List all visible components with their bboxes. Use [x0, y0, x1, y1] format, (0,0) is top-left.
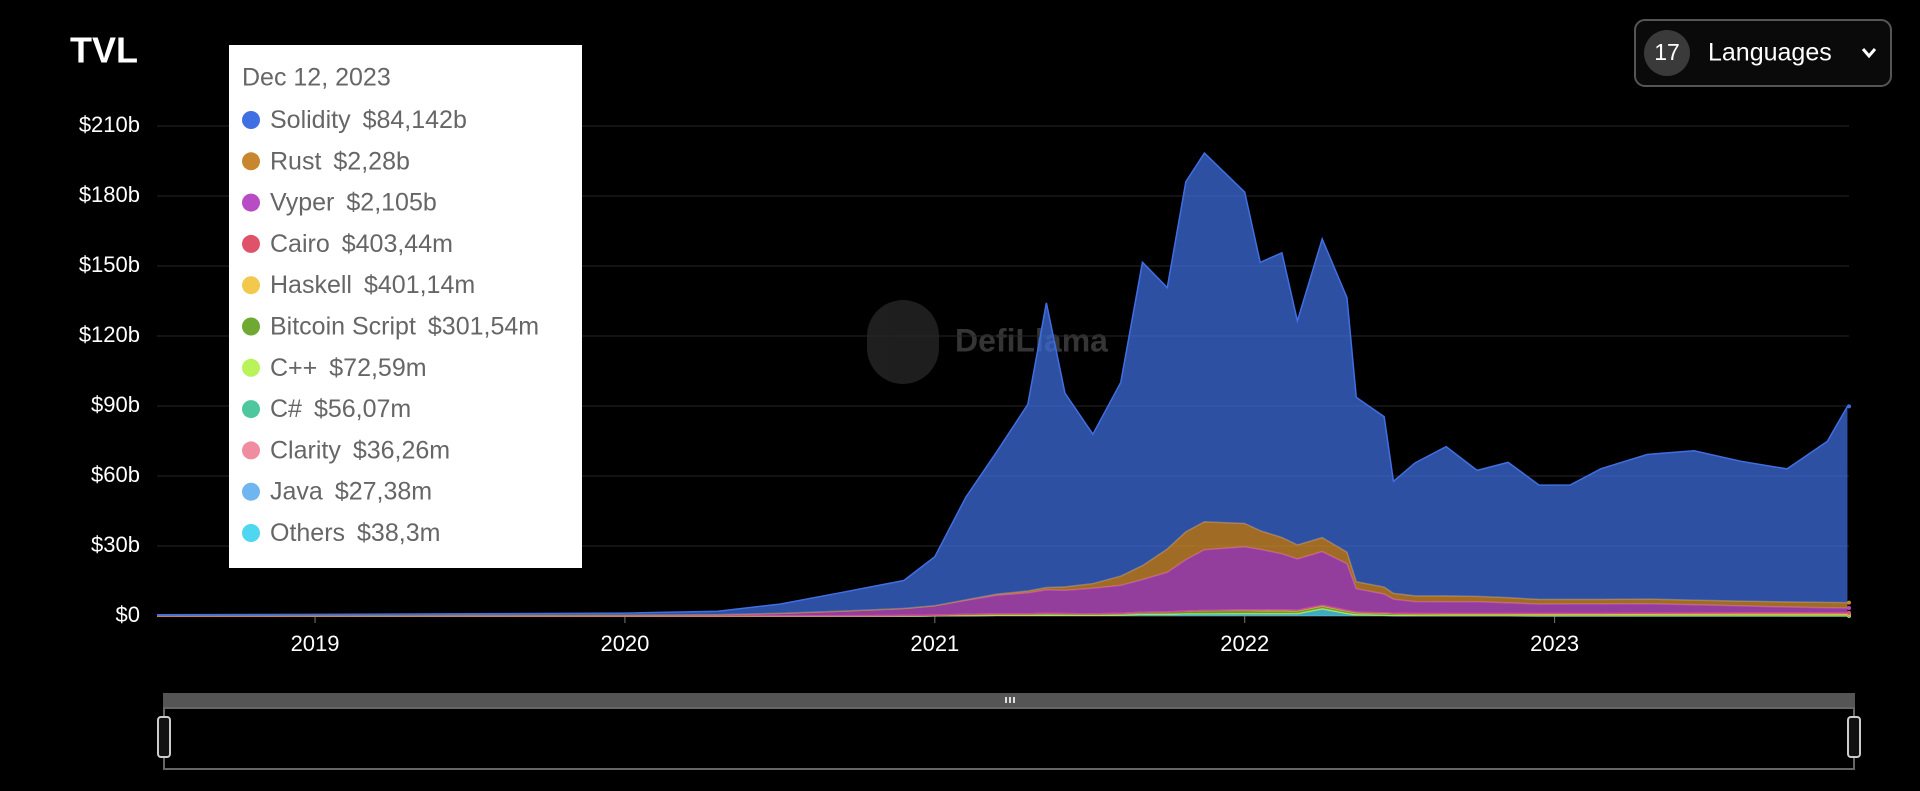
tooltip-name: Vyper — [270, 188, 334, 216]
tooltip-value: $27,38m — [335, 477, 432, 505]
x-tick-label: 2020 — [600, 631, 649, 656]
tooltip-row: Clarity $36,26m — [270, 436, 450, 464]
area — [157, 546, 1848, 616]
tooltip-value: $84,142b — [363, 106, 467, 134]
tooltip-swatch — [242, 193, 260, 212]
language-selector[interactable]: 17 Languages — [1634, 19, 1892, 87]
hover-dot — [1847, 404, 1851, 409]
tooltip-row: Solidity $84,142b — [270, 106, 467, 134]
tooltip-name: Haskell — [270, 271, 352, 299]
brush-grip — [1009, 697, 1011, 703]
tooltip-swatch — [242, 524, 260, 542]
tooltip-value: $301,54m — [428, 312, 539, 340]
tooltip-name: Java — [270, 477, 323, 505]
tooltip: Dec 12, 2023 Solidity $84,142b Rust $2,28b V… — [229, 45, 582, 568]
hover-dot — [1847, 605, 1851, 610]
tooltip-row: Others $38,3m — [270, 519, 440, 547]
tooltip-value: $2,28b — [333, 147, 409, 175]
tooltip-swatch — [242, 317, 260, 336]
tooltip-row: C# $56,07m — [270, 395, 411, 423]
tooltip-name: C++ — [270, 353, 317, 381]
y-tick-label: $120b — [79, 322, 140, 347]
selector-label: Languages — [1708, 39, 1832, 67]
watermark: DefiLlama — [867, 300, 1108, 384]
y-tick-label: $150b — [79, 252, 140, 277]
tooltip-value: $56,07m — [314, 395, 411, 423]
y-tick-label: $90b — [91, 392, 140, 417]
tooltip-name: Bitcoin Script — [270, 312, 416, 340]
tooltip-name: Solidity — [270, 106, 351, 134]
y-tick-label: $30b — [91, 532, 140, 557]
tooltip-swatch — [242, 400, 260, 419]
brush-grip — [1013, 697, 1015, 703]
chart-title: TVL — [70, 30, 138, 71]
x-tick-label: 2021 — [910, 631, 959, 656]
tooltip-name: C# — [270, 395, 302, 423]
tooltip-name: Others — [270, 519, 345, 547]
y-tick-label: $0 — [116, 602, 140, 627]
area — [157, 153, 1848, 616]
tooltip-row: Vyper $2,105b — [270, 188, 437, 216]
y-tick-label: $60b — [91, 462, 140, 487]
x-tick-label: 2019 — [291, 631, 340, 656]
tooltip-value: $36,26m — [353, 436, 450, 464]
watermark-text: DefiLlama — [955, 322, 1108, 358]
tooltip-date: Dec 12, 2023 — [242, 64, 391, 92]
count-text: 17 — [1654, 39, 1680, 65]
selector-button[interactable] — [1634, 19, 1892, 87]
tooltip-row: Cairo $403,44m — [270, 230, 453, 258]
tooltip-row: Bitcoin Script $301,54m — [270, 312, 539, 340]
tooltip-name: Clarity — [270, 436, 341, 464]
count-badge — [1644, 30, 1690, 76]
hover-dot — [1847, 610, 1851, 615]
tooltip-swatch — [242, 234, 260, 253]
tooltip-value: $2,105b — [346, 188, 436, 216]
tooltip-value: $401,14m — [364, 271, 475, 299]
x-tick-label: 2023 — [1530, 631, 1579, 656]
brush-window — [163, 707, 1855, 770]
tooltip-row: Haskell $401,14m — [270, 271, 475, 299]
hover-dot — [1847, 600, 1851, 605]
tooltip-swatch — [242, 358, 260, 377]
tooltip-name: Rust — [270, 147, 321, 175]
brush-grip — [1005, 697, 1007, 703]
watermark-logo — [867, 300, 939, 384]
tooltip-row: Rust $2,28b — [270, 147, 410, 175]
tooltip-swatch — [242, 276, 260, 295]
tooltip-value: $72,59m — [329, 353, 426, 381]
tooltip-row: Java $27,38m — [270, 477, 432, 505]
tooltip-row: C++ $72,59m — [270, 353, 427, 381]
chevron — [1861, 48, 1877, 59]
y-tick-label: $180b — [79, 182, 140, 207]
brush-handle[interactable] — [157, 716, 171, 758]
y-tick-label: $210b — [79, 112, 140, 137]
tooltip-swatch — [242, 111, 260, 129]
x-tick-label: 2022 — [1220, 631, 1269, 656]
tooltip-name: Cairo — [270, 230, 330, 258]
area-line — [156, 151, 1849, 616]
tooltip-swatch — [242, 152, 260, 171]
tooltip-value: $38,3m — [357, 519, 440, 547]
tooltip-value: $403,44m — [342, 230, 453, 258]
tooltip-swatch — [242, 482, 260, 501]
brush-handle[interactable] — [1847, 716, 1861, 758]
plot-area: $0 $30b $60b $90b $120b $150b $180b $210b 2019 20… — [79, 112, 1851, 656]
tooltip-swatch — [242, 441, 260, 460]
tooltip-box — [229, 45, 582, 568]
brush[interactable] — [157, 693, 1861, 770]
